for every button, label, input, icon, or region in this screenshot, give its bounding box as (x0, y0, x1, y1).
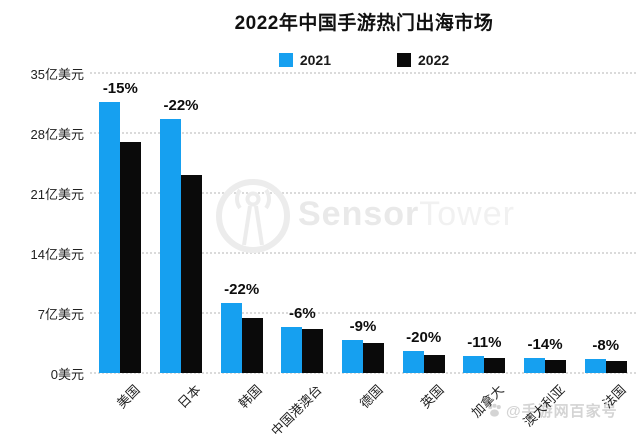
change-label: -20% (406, 328, 442, 346)
x-axis-label: 韩国 (235, 382, 265, 412)
x-axis-label: 德国 (356, 382, 386, 412)
sensortower-logo-icon (216, 179, 290, 253)
bar-2022 (363, 342, 385, 373)
y-tick-label: 14亿美元 (30, 247, 84, 262)
y-tick-label: 28亿美元 (30, 127, 84, 142)
bar-groups: -15% -22% -22% -6% -9% -20% -11% -14% -8% (90, 73, 636, 373)
change-label: -6% (289, 304, 316, 322)
bar-2021 (281, 326, 303, 373)
legend-swatch-2021-icon (278, 53, 293, 67)
bar-2022 (605, 360, 627, 373)
x-axis-label: 中国港澳台 (268, 382, 326, 436)
bar-2021 (160, 119, 181, 373)
y-tick-label: 35亿美元 (30, 67, 84, 82)
bar-group-8: -14% (515, 73, 576, 373)
gridline (90, 372, 636, 374)
sensortower-watermark: SensorTower (214, 177, 515, 255)
gridline (90, 252, 636, 254)
bar-group-5: -9% (333, 73, 394, 373)
bar-2021 (584, 359, 606, 373)
change-label: -15% (102, 80, 138, 98)
baijiahao-watermark-text: @手游网百家号 (506, 403, 618, 420)
bar-2021 (463, 355, 485, 373)
bar-group-1: -15% (90, 73, 151, 373)
legend-swatch-2022-icon (397, 53, 411, 67)
bar-2021 (524, 358, 546, 373)
y-tick-label: 7亿美元 (37, 307, 84, 322)
gridline (90, 312, 636, 314)
legend-label-2022: 2022 (418, 52, 450, 68)
bar-2022 (241, 318, 263, 373)
bar-2022 (545, 360, 567, 373)
change-label: -11% (467, 333, 502, 351)
bar-group-7: -11% (454, 73, 515, 373)
legend-label-2021: 2021 (299, 52, 331, 68)
x-axis-label: 日本 (174, 382, 204, 412)
bar-2022 (302, 329, 324, 373)
bar-group-6: -20% (393, 73, 454, 373)
change-label: -14% (527, 336, 563, 353)
bar-2021 (402, 350, 424, 373)
change-label: -22% (224, 280, 260, 298)
bar-2021 (342, 339, 364, 373)
bar-group-9: -8% (575, 73, 636, 373)
x-axis-label: 英国 (417, 382, 447, 412)
plot-area: -15% -22% -22% -6% -9% -20% -11% -14% -8% (90, 72, 636, 374)
legend-item-2021: 2021 (278, 52, 331, 68)
bar-group-4: -6% (272, 73, 333, 373)
gridline (90, 72, 636, 74)
bar-2022 (181, 175, 202, 373)
bar-2022 (423, 355, 445, 373)
bar-2022 (484, 357, 506, 373)
chart-title: 2022年中国手游热门出海市场 (234, 13, 494, 34)
gridline (90, 132, 636, 134)
legend-item-2022: 2022 (397, 52, 449, 68)
y-axis: 35亿美元 28亿美元 21亿美元 14亿美元 7亿美元 0美元 (0, 0, 84, 436)
change-label: -9% (349, 317, 377, 335)
paw-icon (488, 403, 501, 417)
bar-group-3: -22% (211, 73, 272, 373)
y-tick-label: 21亿美元 (30, 187, 84, 202)
bar-2022 (120, 142, 142, 373)
sensortower-wordmark: SensorTower (298, 194, 515, 233)
y-tick-label: 0美元 (50, 367, 84, 382)
change-label: -8% (592, 337, 620, 355)
bar-group-2: -22% (151, 73, 212, 373)
gridline (90, 192, 636, 194)
baijiahao-watermark: @手游网百家号 (486, 400, 618, 421)
change-label: -22% (163, 97, 199, 115)
legend: 2021 2022 (90, 50, 638, 70)
bar-2021 (220, 302, 242, 373)
bar-2021 (99, 102, 121, 373)
